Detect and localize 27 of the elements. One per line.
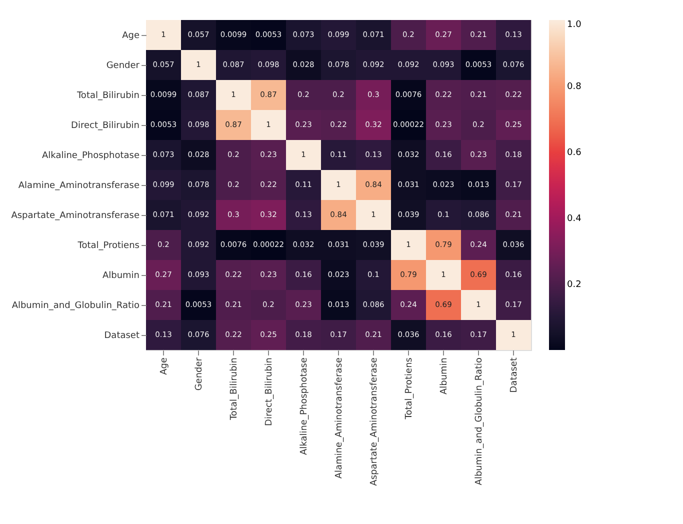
color-bar-label: 0.2 (567, 280, 582, 290)
y-tick-label: Albumin (102, 271, 140, 281)
x-tick-label: Age (160, 357, 170, 375)
x-tick-label: Total_Bilirubin (230, 358, 240, 422)
y-tick-label: Alamine_Aminotransferase (18, 181, 140, 191)
color-bar-label: 1.0 (567, 20, 582, 30)
color-bar-label: 0.6 (567, 148, 582, 158)
x-tick-label: Direct_Bilirubin (264, 358, 274, 426)
x-tick-label: Dataset (510, 357, 520, 393)
x-tick-label: Total_Protiens (404, 357, 414, 420)
y-tick-label: Total_Bilirubin (76, 91, 140, 101)
color-bar-label: 0.4 (567, 214, 582, 224)
x-tick-label: Alkaline_Phosphotase (300, 357, 310, 455)
x-tick-label: Alamine_Aminotransferase (334, 357, 344, 479)
y-tick-label: Total_Protiens (76, 241, 140, 251)
y-tick-label: Dataset (104, 331, 140, 341)
color-bar-label: 0.8 (567, 82, 582, 92)
y-tick-label: Aspartate_Aminotransferase (11, 211, 140, 221)
y-tick-label: Alkaline_Phosphotase (42, 151, 140, 161)
x-tick-label: Aspartate_Aminotransferase (370, 357, 380, 486)
y-tick-label: Gender (106, 61, 140, 71)
x-tick-label: Albumin_and_Globulin_Ratio (474, 357, 484, 486)
y-tick-label: Direct_Bilirubin (71, 121, 140, 131)
y-tick-label: Albumin_and_Globulin_Ratio (12, 301, 140, 311)
x-tick-label: Albumin (440, 358, 450, 395)
x-tick-label: Gender (194, 357, 204, 391)
y-tick-label: Age (122, 31, 140, 41)
